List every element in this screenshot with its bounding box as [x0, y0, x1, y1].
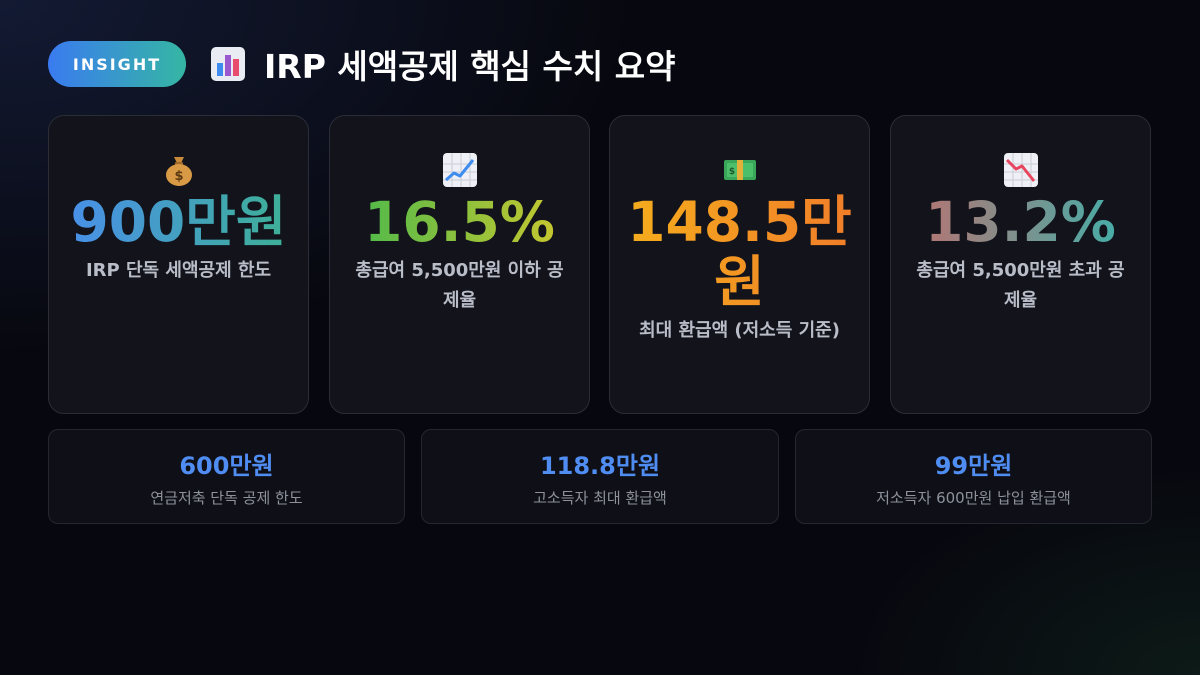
- mini-value: 600만원: [179, 452, 274, 480]
- stat-value: 900만원: [49, 192, 308, 252]
- chart-increasing-icon: [442, 152, 478, 188]
- stat-label: 최대 환급액 (저소득 기준): [639, 320, 840, 341]
- money-bag-icon: $: [161, 152, 197, 188]
- stat-card-rate-low: 16.5% 총급여 5,500만원 이하 공제율: [329, 115, 590, 414]
- stat-value: 13.2%: [891, 192, 1150, 252]
- header: INSIGHT IRP 세액공제 핵심 수치 요약: [48, 41, 675, 87]
- stat-card-irp-limit: $ 900만원 IRP 단독 세액공제 한도: [48, 115, 309, 414]
- mini-label: 연금저축 단독 공제 한도: [150, 489, 303, 507]
- mini-card-high-income-refund: 118.8만원 고소득자 최대 환급액: [421, 429, 779, 524]
- mini-card-pension-limit: 600만원 연금저축 단독 공제 한도: [48, 429, 405, 524]
- stat-card-max-refund: $ 148.5만원 최대 환급액 (저소득 기준): [609, 115, 870, 414]
- svg-text:$: $: [728, 167, 734, 177]
- mini-label: 저소득자 600만원 납입 환급액: [876, 489, 1071, 507]
- mini-value: 118.8만원: [539, 452, 661, 480]
- insight-badge: INSIGHT: [48, 41, 186, 87]
- page-title: IRP 세액공제 핵심 수치 요약: [264, 47, 676, 86]
- stat-label: 총급여 5,500만원 이하 공제율: [355, 260, 564, 311]
- mini-value: 99만원: [934, 452, 1013, 480]
- stat-card-rate-high: 13.2% 총급여 5,500만원 초과 공제율: [890, 115, 1151, 414]
- stat-value: 148.5만원: [610, 192, 869, 312]
- stat-label: IRP 단독 세액공제 한도: [85, 260, 272, 281]
- bar-chart-icon: [208, 44, 248, 84]
- stat-value: 16.5%: [330, 192, 589, 252]
- svg-text:$: $: [174, 169, 183, 184]
- mini-label: 고소득자 최대 환급액: [533, 489, 667, 507]
- chart-decreasing-icon: [1003, 152, 1039, 188]
- banknote-icon: $: [722, 152, 758, 188]
- stat-label: 총급여 5,500만원 초과 공제율: [916, 260, 1125, 311]
- mini-card-low-income-refund: 99만원 저소득자 600만원 납입 환급액: [795, 429, 1152, 524]
